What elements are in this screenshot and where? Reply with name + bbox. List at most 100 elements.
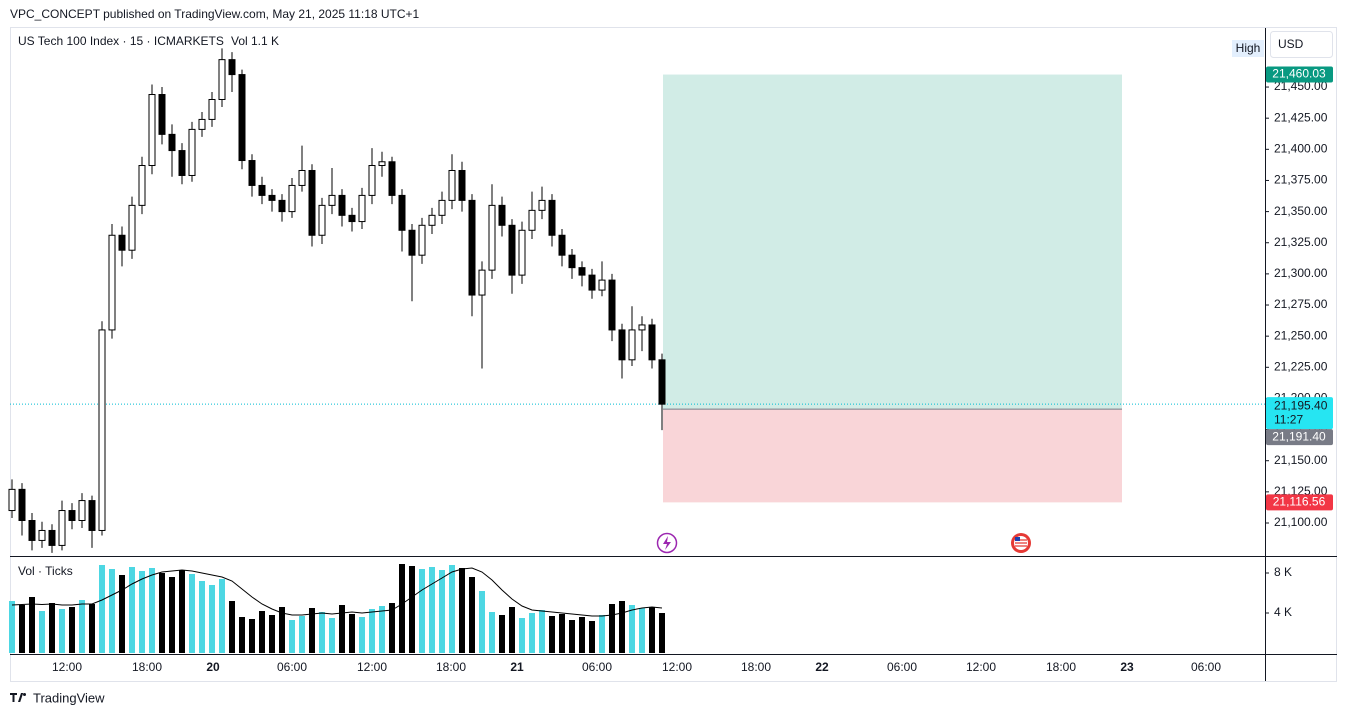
volume-bar — [379, 606, 385, 653]
candle-body — [328, 194, 336, 206]
candle-body — [638, 324, 646, 331]
candle-body — [258, 184, 266, 196]
y-tick-label: 21,425.00 — [1274, 110, 1328, 124]
volume-bar — [309, 608, 315, 653]
volume-bar — [289, 620, 295, 653]
currency-button-bg[interactable] — [1270, 31, 1333, 58]
volume-bar — [319, 612, 325, 653]
x-tick-label: 18:00 — [1046, 660, 1076, 674]
volume-bar — [389, 603, 395, 653]
x-tick-label: 18:00 — [741, 660, 771, 674]
candle-body — [138, 165, 146, 206]
x-tick-label: 06:00 — [582, 660, 612, 674]
x-tick-label: 06:00 — [277, 660, 307, 674]
volume-bar — [529, 613, 535, 653]
volume-bar — [299, 616, 305, 653]
candle-body — [538, 199, 546, 211]
volume-bar — [549, 616, 555, 653]
candle-body — [18, 488, 26, 522]
x-tick-label: 18:00 — [132, 660, 162, 674]
stop-badge-bg — [1266, 494, 1333, 511]
x-tick-label: 18:00 — [436, 660, 466, 674]
candle-body — [488, 204, 496, 271]
target-badge-bg — [1266, 66, 1333, 83]
candle-body — [378, 161, 386, 167]
plot — [8, 48, 1265, 653]
candle-body — [518, 229, 526, 276]
volume-bar — [99, 565, 105, 653]
last-price-badge-bg — [1266, 397, 1333, 430]
candle-body — [388, 161, 396, 196]
volume-bar — [129, 567, 135, 653]
volume-pane-title: Vol · Ticks — [18, 564, 73, 578]
volume-bar — [189, 574, 195, 653]
candle-body — [558, 234, 566, 256]
volume-bar — [439, 570, 445, 653]
volume-bar — [509, 607, 515, 653]
candle-body — [648, 324, 656, 361]
volume-bar — [399, 564, 405, 653]
volume-bar — [369, 609, 375, 653]
volume-y-tick-label: 4 K — [1274, 605, 1292, 619]
candle-body — [288, 184, 296, 213]
volume-bar — [659, 613, 665, 653]
candle-body — [408, 229, 416, 256]
candle-body — [178, 150, 186, 176]
candle-body — [208, 98, 216, 120]
volume-legend-value: 1.1 K — [251, 34, 279, 48]
entry-badge-bg — [1266, 429, 1333, 446]
volume-title-vol: Vol — [18, 564, 35, 578]
volume-bar — [339, 605, 345, 653]
candle-body — [38, 529, 46, 541]
candle-body — [228, 59, 236, 76]
candle-body — [418, 224, 426, 256]
separator: · — [35, 564, 45, 578]
volume-bar — [19, 605, 25, 653]
volume-bar — [119, 575, 125, 653]
volume-bar — [359, 617, 365, 653]
volume-legend: Vol — [231, 34, 248, 48]
candle-body — [48, 529, 56, 546]
candle-body — [368, 165, 376, 196]
candle-body — [438, 199, 446, 216]
candle-body — [348, 214, 356, 223]
volume-bar — [619, 601, 625, 653]
x-tick-label: 20 — [206, 660, 220, 674]
x-tick-label: 22 — [815, 660, 829, 674]
y-tick-label: 21,450.00 — [1274, 79, 1328, 93]
high-badge: High — [1236, 41, 1261, 55]
volume-bar — [609, 604, 615, 653]
volume-bar — [209, 585, 215, 653]
candle-body — [578, 267, 586, 276]
loss-zone — [663, 409, 1122, 503]
volume-bar — [649, 607, 655, 653]
stop-badge-label: 21,116.56 — [1273, 495, 1326, 509]
volume-y-tick-label: 8 K — [1274, 565, 1292, 579]
volume-bar — [269, 615, 275, 653]
candle-body — [108, 234, 116, 331]
footer: TradingView — [33, 690, 105, 705]
volume-bar — [249, 619, 255, 653]
candle-body — [198, 118, 206, 130]
y-tick-label: 21,350.00 — [1274, 204, 1328, 218]
candle-body — [68, 510, 76, 522]
y-tick-label: 21,150.00 — [1274, 453, 1328, 467]
candle-body — [248, 160, 256, 186]
volume-bar — [39, 611, 45, 653]
candle-body — [458, 169, 466, 201]
volume-bar — [179, 570, 185, 653]
event-icon[interactable] — [656, 532, 678, 554]
volume-bar — [499, 615, 505, 653]
candle-body — [88, 500, 96, 531]
candle-body — [128, 204, 136, 251]
y-tick-label: 21,225.00 — [1274, 359, 1328, 373]
us-event-icon[interactable] — [1011, 533, 1031, 553]
candle-body — [338, 194, 346, 216]
candle-body — [398, 194, 406, 231]
candle-body — [308, 169, 316, 236]
candle-body — [508, 224, 516, 276]
candle-body — [448, 169, 456, 201]
currency-button[interactable]: USD — [1278, 37, 1304, 51]
candle-body — [218, 59, 226, 100]
